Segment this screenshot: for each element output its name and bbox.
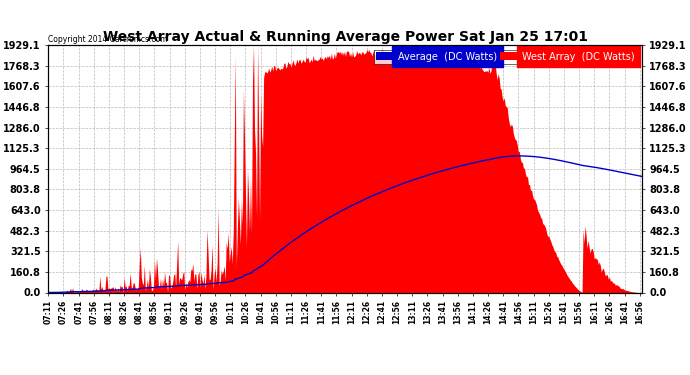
Legend: Average  (DC Watts), West Array  (DC Watts): Average (DC Watts), West Array (DC Watts… bbox=[373, 50, 637, 64]
Title: West Array Actual & Running Average Power Sat Jan 25 17:01: West Array Actual & Running Average Powe… bbox=[103, 30, 587, 44]
Text: Copyright 2014 Cartronics.com: Copyright 2014 Cartronics.com bbox=[48, 35, 168, 44]
